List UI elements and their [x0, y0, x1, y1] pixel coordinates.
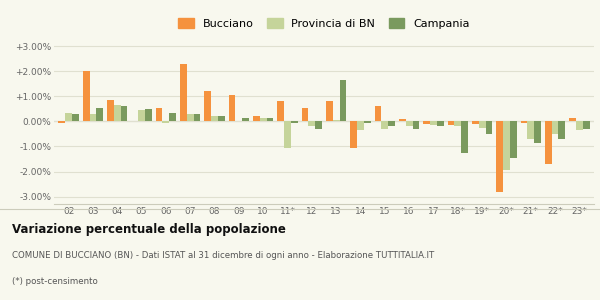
Bar: [545, 122, 551, 164]
Bar: [211, 116, 218, 122]
Bar: [194, 114, 200, 122]
Bar: [374, 106, 382, 122]
Bar: [145, 109, 152, 122]
Bar: [496, 122, 503, 191]
Bar: [260, 118, 266, 122]
Bar: [413, 122, 419, 129]
Bar: [253, 116, 260, 122]
Bar: [423, 122, 430, 124]
Bar: [559, 122, 565, 139]
Bar: [277, 101, 284, 122]
Bar: [242, 118, 249, 122]
Bar: [155, 108, 163, 122]
Bar: [138, 110, 145, 122]
Bar: [406, 122, 413, 127]
Bar: [340, 80, 346, 122]
Bar: [472, 122, 479, 124]
Bar: [521, 122, 527, 123]
Bar: [350, 122, 357, 148]
Bar: [72, 114, 79, 122]
Bar: [58, 122, 65, 123]
Bar: [97, 108, 103, 122]
Bar: [333, 120, 340, 122]
Bar: [534, 122, 541, 143]
Text: (*) post-censimento: (*) post-censimento: [12, 278, 98, 286]
Bar: [284, 122, 291, 148]
Bar: [205, 92, 211, 122]
Bar: [163, 122, 169, 123]
Bar: [388, 122, 395, 127]
Bar: [527, 122, 534, 139]
Bar: [399, 119, 406, 122]
Bar: [583, 122, 590, 129]
Bar: [121, 106, 127, 122]
Bar: [65, 113, 72, 122]
Bar: [83, 71, 89, 122]
Bar: [357, 122, 364, 130]
Bar: [569, 118, 576, 122]
Bar: [89, 114, 97, 122]
Bar: [503, 122, 510, 170]
Bar: [326, 101, 333, 122]
Bar: [229, 95, 235, 122]
Text: COMUNE DI BUCCIANO (BN) - Dati ISTAT al 31 dicembre di ogni anno - Elaborazione : COMUNE DI BUCCIANO (BN) - Dati ISTAT al …: [12, 250, 434, 260]
Bar: [461, 122, 468, 153]
Bar: [454, 122, 461, 127]
Bar: [266, 118, 274, 122]
Bar: [448, 122, 454, 125]
Bar: [315, 122, 322, 129]
Bar: [510, 122, 517, 158]
Bar: [551, 122, 559, 134]
Bar: [187, 114, 194, 122]
Bar: [180, 64, 187, 122]
Bar: [218, 116, 225, 122]
Bar: [291, 122, 298, 123]
Bar: [479, 122, 485, 128]
Bar: [364, 122, 371, 123]
Bar: [437, 122, 443, 127]
Bar: [308, 122, 315, 127]
Bar: [576, 122, 583, 130]
Bar: [107, 100, 114, 122]
Bar: [485, 122, 493, 134]
Bar: [169, 113, 176, 122]
Bar: [302, 108, 308, 122]
Legend: Bucciano, Provincia di BN, Campania: Bucciano, Provincia di BN, Campania: [175, 15, 473, 32]
Text: Variazione percentuale della popolazione: Variazione percentuale della popolazione: [12, 224, 286, 236]
Bar: [430, 122, 437, 125]
Bar: [114, 105, 121, 122]
Bar: [382, 122, 388, 129]
